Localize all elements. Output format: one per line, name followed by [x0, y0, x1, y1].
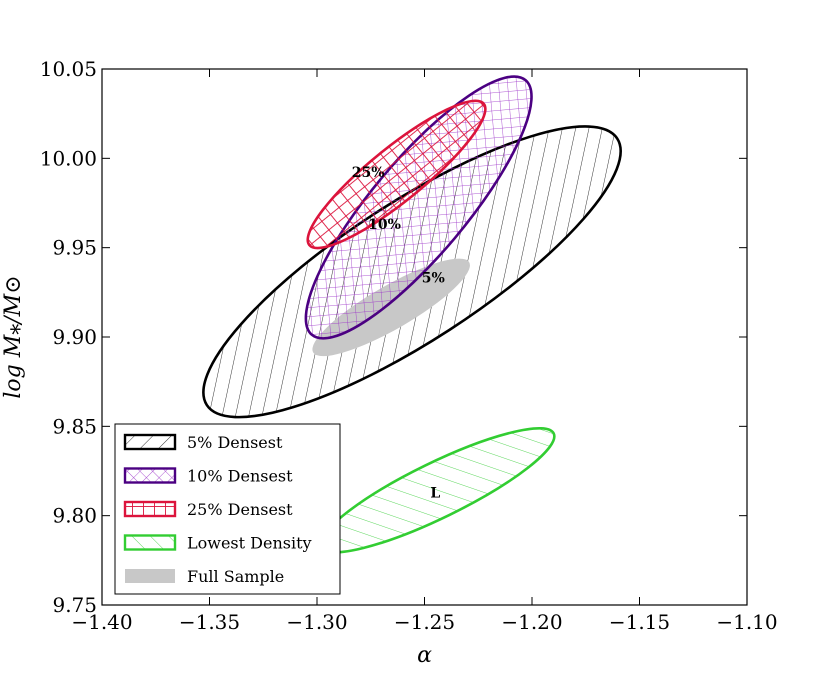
x-tick-label: −1.25: [394, 610, 455, 634]
legend-entry-lowest-density: Lowest Density: [123, 534, 312, 553]
annotation-25pct-densest: 25%: [352, 165, 385, 181]
ellipse-25pct-densest: [306, 99, 487, 250]
legend-label: Full Sample: [187, 567, 284, 586]
x-axis-label: α: [417, 643, 432, 668]
x-tick-label: −1.35: [179, 610, 240, 634]
x-tick-label: −1.20: [501, 610, 562, 634]
x-tick-label: −1.30: [286, 610, 347, 634]
y-tick-label: 10.00: [40, 146, 97, 170]
legend-swatch: [123, 433, 177, 451]
legend-swatch: [123, 534, 177, 551]
annotation-5pct-densest: 5%: [422, 271, 445, 287]
legend-entry-full-sample: Full Sample: [125, 567, 284, 586]
legend-label: 25% Densest: [187, 500, 293, 519]
y-tick-label: 9.95: [52, 236, 97, 260]
legend-swatch: [123, 467, 177, 484]
legend-label: 10% Densest: [187, 467, 293, 486]
legend-label: 5% Densest: [187, 433, 283, 452]
legend-swatch: [125, 569, 175, 583]
legend-entry-25pct-densest: 25% Densest: [123, 500, 293, 519]
y-tick-label: 9.80: [52, 504, 97, 528]
x-tick-label: −1.10: [716, 610, 777, 634]
annotation-lowest-density: L: [430, 486, 440, 502]
y-axis-label: log M⁎/M⊙: [1, 275, 26, 398]
y-tick-label: 9.90: [52, 325, 97, 349]
y-tick-label: 9.85: [52, 414, 97, 438]
legend-entry-10pct-densest: 10% Densest: [123, 467, 293, 486]
annotation-10pct-densest: 10%: [368, 217, 401, 233]
plot-area: 5% 10% 25% L: [202, 75, 622, 554]
legend-entry-5pct-densest: 5% Densest: [123, 433, 283, 452]
x-tick-label: −1.15: [609, 610, 670, 634]
legend-label: Lowest Density: [187, 534, 312, 553]
legend: 5% Densest 10% Densest 25% Densest Lowest D…: [114, 423, 341, 595]
x-tick-label: −1.40: [71, 610, 132, 634]
y-tick-label: 9.75: [52, 593, 97, 617]
axes: −1.40 −1.35 −1.30 −1.25 −1.20 −1.15 −1.10 9.75 9…: [1, 57, 778, 668]
legend-swatch: [123, 500, 177, 518]
ellipse-full-sample: [312, 258, 470, 357]
y-tick-label: 10.05: [40, 57, 97, 81]
